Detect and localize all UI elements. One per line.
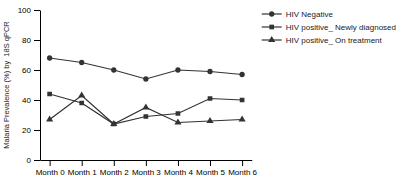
x-tick-label: Month 1 [68,168,97,177]
y-tick-label: 100 [18,6,32,15]
legend-marker [269,11,274,16]
x-tick: Month 3 [132,160,161,177]
point [175,67,180,72]
y-tick-mark [34,70,40,71]
line [50,94,242,124]
y-tick-label: 0 [27,156,32,165]
y-tick-mark [34,10,40,11]
point [206,117,213,123]
point [46,115,53,121]
x-tick-mark [178,160,179,166]
point [47,55,52,60]
chart: HIV Negative HIV positive_ Newly diagnose… [0,0,400,182]
y-axis-title: Malaria Prevalence (%) by 18S qPCR [2,21,11,149]
legend-marker [268,36,275,42]
series [46,91,246,126]
y-tick-label: 60 [22,66,31,75]
legend-item: HIV positive_ On treatment [262,36,383,45]
x-tick-label: Month 3 [132,168,161,177]
line [50,96,242,125]
y-axis: 0 20 40 60 80 100 [18,6,41,165]
x-tick-mark [146,160,147,166]
legend-label: HIV positive_ Newly diagnosed [286,23,396,32]
point [79,60,84,65]
point [239,115,246,121]
y-tick: 80 [22,36,40,45]
line [50,58,242,79]
x-tick-mark [210,160,211,166]
point [111,67,116,72]
x-tick-label: Month 2 [100,168,129,177]
y-tick: 60 [22,66,40,75]
point [174,118,181,124]
point [47,92,52,97]
x-tick: Month 6 [228,160,257,177]
y-tick-mark [34,40,40,41]
y-tick: 0 [27,156,40,165]
y-tick-mark [34,100,40,101]
legend-label: HIV Negative [286,10,334,19]
x-tick-mark [242,160,243,166]
legend-item: HIV Negative [262,10,334,19]
y-tick: 100 [18,6,40,15]
plot: 0 20 40 60 80 100 Month 0Month 1Month 2Month 3… [2,6,258,177]
legend: HIV Negative HIV positive_ Newly diagnose… [262,10,396,45]
point [207,69,212,74]
legend-marker [269,25,274,30]
y-tick-label: 40 [22,96,31,105]
point [144,114,149,119]
marks [46,55,246,126]
point [143,76,148,81]
x-tick-mark [114,160,115,166]
x-tick: Month 1 [68,160,97,177]
point [110,120,117,126]
series [47,92,244,127]
x-axis: Month 0Month 1Month 2Month 3Month 4Month… [36,160,258,177]
x-tick-mark [82,160,83,166]
x-tick-mark [50,160,51,166]
point [240,98,245,103]
x-tick-label: Month 4 [164,168,193,177]
y-tick-label: 20 [22,126,31,135]
point [176,111,181,116]
legend-item: HIV positive_ Newly diagnosed [262,23,396,32]
point [142,103,149,109]
x-tick-label: Month 5 [196,168,225,177]
y-tick-mark [34,130,40,131]
y-tick: 40 [22,96,40,105]
y-tick: 20 [22,126,40,135]
x-tick: Month 4 [164,160,193,177]
x-tick: Month 2 [100,160,129,177]
point [78,91,85,97]
x-tick-label: Month 0 [36,168,65,177]
point [79,101,84,106]
x-tick: Month 0 [36,160,65,177]
series [47,55,245,81]
y-tick-label: 80 [22,36,31,45]
legend-label: HIV positive_ On treatment [286,36,383,45]
y-tick-mark [34,160,40,161]
point [208,96,213,101]
point [239,72,244,77]
x-tick: Month 5 [196,160,225,177]
x-tick-label: Month 6 [228,168,257,177]
y-axis-line [40,11,41,161]
